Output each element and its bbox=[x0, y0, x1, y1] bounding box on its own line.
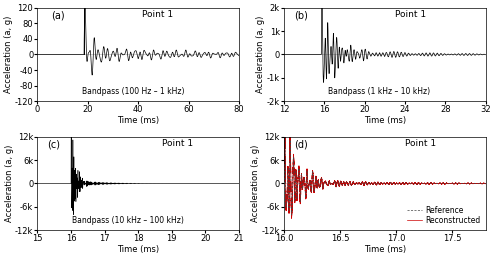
Text: Point 1: Point 1 bbox=[142, 11, 173, 19]
Reconstructed bbox=[472, 182, 478, 185]
Reference bbox=[282, 110, 288, 114]
X-axis label: Time (ms): Time (ms) bbox=[117, 245, 159, 254]
Reconstructed bbox=[282, 102, 288, 106]
Text: Bandpass (100 Hz – 1 kHz): Bandpass (100 Hz – 1 kHz) bbox=[82, 87, 184, 96]
Y-axis label: Acceleration (a, g): Acceleration (a, g) bbox=[4, 145, 13, 222]
Line: Reference: Reference bbox=[284, 112, 486, 215]
Text: (a): (a) bbox=[51, 11, 65, 20]
X-axis label: Time (ms): Time (ms) bbox=[364, 116, 406, 125]
Legend: Reference, Reconstructed: Reference, Reconstructed bbox=[405, 204, 482, 227]
Reconstructed bbox=[341, 181, 347, 184]
Y-axis label: Acceleration (a, g): Acceleration (a, g) bbox=[4, 16, 13, 93]
Text: (d): (d) bbox=[294, 140, 308, 149]
Text: (b): (b) bbox=[294, 11, 308, 20]
Reference bbox=[358, 183, 364, 186]
X-axis label: Time (ms): Time (ms) bbox=[117, 116, 159, 125]
Reference bbox=[404, 182, 410, 185]
Text: Point 1: Point 1 bbox=[405, 140, 436, 148]
Text: Bandpass (1 kHz – 10 kHz): Bandpass (1 kHz – 10 kHz) bbox=[328, 87, 431, 96]
Reconstructed bbox=[358, 183, 364, 186]
Reference bbox=[483, 182, 489, 185]
Reference bbox=[472, 182, 478, 185]
Reference bbox=[396, 181, 402, 184]
Text: (c): (c) bbox=[48, 140, 60, 149]
Reconstructed bbox=[466, 182, 472, 185]
Reference bbox=[466, 182, 472, 185]
Line: Reconstructed: Reconstructed bbox=[284, 104, 486, 219]
Y-axis label: Acceleration (a, g): Acceleration (a, g) bbox=[251, 145, 260, 222]
Reconstructed bbox=[396, 181, 402, 184]
Reference bbox=[341, 180, 347, 183]
Reference bbox=[289, 213, 295, 216]
Text: Point 1: Point 1 bbox=[395, 11, 426, 19]
Text: Point 1: Point 1 bbox=[162, 140, 194, 148]
Reconstructed bbox=[483, 182, 489, 185]
Y-axis label: Acceleration (a, g): Acceleration (a, g) bbox=[256, 16, 265, 93]
Reconstructed bbox=[281, 180, 287, 183]
Reconstructed bbox=[404, 182, 410, 185]
Reconstructed bbox=[289, 217, 295, 220]
X-axis label: Time (ms): Time (ms) bbox=[364, 245, 406, 254]
Reference bbox=[281, 180, 287, 183]
Text: Bandpass (10 kHz – 100 kHz): Bandpass (10 kHz – 100 kHz) bbox=[72, 216, 184, 225]
